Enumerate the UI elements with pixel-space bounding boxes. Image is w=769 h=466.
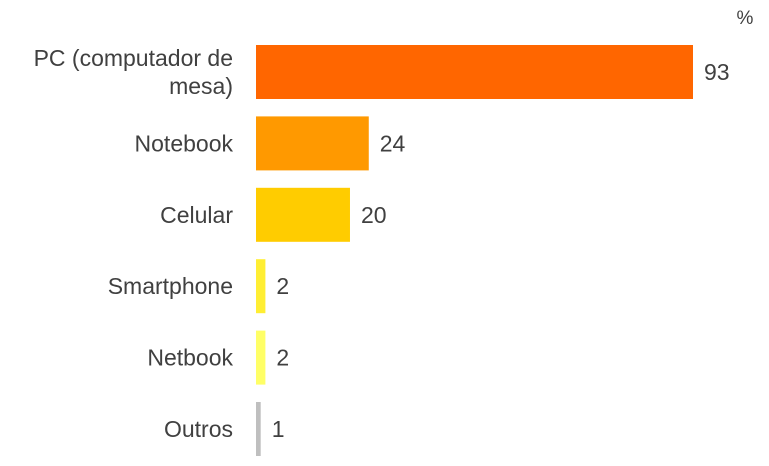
- value-label-4: 2: [276, 273, 289, 299]
- category-label-line: Celular: [160, 202, 233, 228]
- category-label-line: Smartphone: [108, 273, 233, 299]
- value-label-3: 20: [361, 202, 387, 228]
- category-label-line: Netbook: [147, 345, 233, 371]
- unit-label: %: [737, 8, 754, 29]
- bar-1: [256, 45, 693, 99]
- bars: [256, 45, 693, 456]
- category-label-line: mesa): [169, 73, 233, 99]
- bar-2: [256, 116, 369, 171]
- category-label-2: Notebook: [135, 130, 234, 156]
- category-label-line: Notebook: [135, 130, 234, 156]
- category-label-6: Outros: [164, 416, 233, 442]
- value-label-1: 93: [704, 59, 730, 85]
- bar-4: [256, 259, 266, 314]
- category-label-3: Celular: [160, 202, 233, 228]
- category-label-line: PC (computador de: [34, 45, 233, 71]
- category-label-5: Netbook: [147, 345, 233, 371]
- value-label-2: 24: [380, 130, 406, 156]
- category-labels: PC (computador de mesa) Notebook Celular Sma…: [34, 45, 234, 442]
- bar-5: [256, 330, 266, 385]
- category-label-line: Outros: [164, 416, 233, 442]
- value-labels: 93 24 20 2 2 1: [272, 59, 730, 442]
- bar-3: [256, 187, 350, 242]
- value-label-6: 1: [272, 416, 285, 442]
- value-label-5: 2: [276, 345, 289, 371]
- bar-6: [256, 402, 261, 456]
- category-label-1: PC (computador de mesa): [34, 45, 233, 99]
- category-label-4: Smartphone: [108, 273, 233, 299]
